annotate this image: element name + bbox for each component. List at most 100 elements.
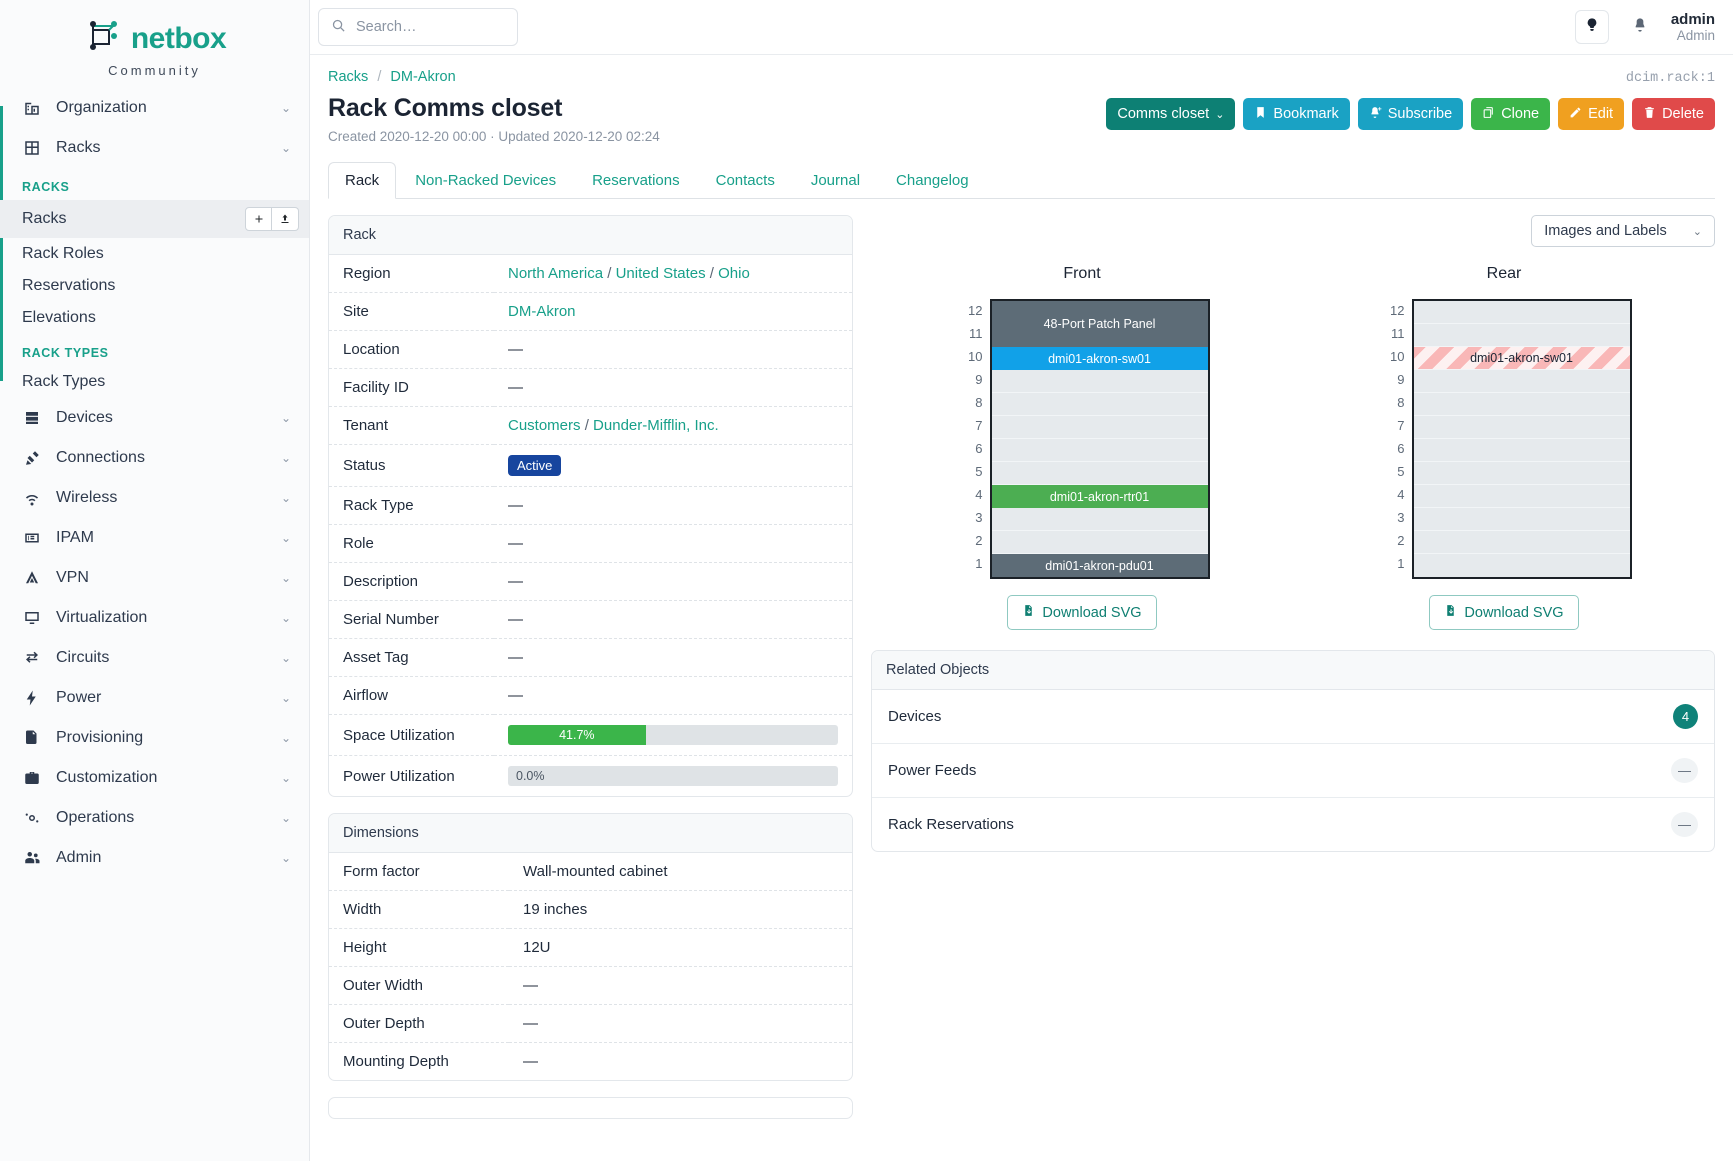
- delete-button[interactable]: Delete: [1632, 98, 1715, 130]
- region-link-united-states[interactable]: United States: [615, 265, 706, 282]
- comms-closet-dropdown-button[interactable]: Comms closet ⌄: [1106, 98, 1236, 130]
- rack-unit-empty[interactable]: [1413, 324, 1630, 347]
- table-row: Space Utilization 41.7%: [329, 715, 852, 756]
- rack-unit-empty[interactable]: [1413, 485, 1630, 508]
- import-racks-button[interactable]: [272, 207, 299, 231]
- region-link-ohio[interactable]: Ohio: [718, 265, 750, 282]
- wireless-icon: [22, 488, 42, 508]
- sidebar-group-customization[interactable]: Customization ⌄: [0, 758, 309, 798]
- sidebar-group-connections[interactable]: Connections ⌄: [0, 438, 309, 478]
- rack-unit-empty[interactable]: [991, 416, 1208, 439]
- row-label: Form factor: [343, 863, 420, 880]
- unit-number: 9: [1397, 372, 1405, 387]
- tab-changelog[interactable]: Changelog: [896, 172, 969, 189]
- search-input[interactable]: Search…: [318, 8, 518, 46]
- tab-non-racked-devices[interactable]: Non-Racked Devices: [415, 172, 557, 189]
- sidebar-group-wireless[interactable]: Wireless ⌄: [0, 478, 309, 518]
- row-label: Airflow: [343, 687, 389, 704]
- sidebar-group-label: Virtualization: [56, 609, 148, 626]
- add-rack-button[interactable]: [245, 207, 272, 231]
- notifications-button[interactable]: [1623, 10, 1657, 44]
- pencil-icon: [1569, 106, 1582, 123]
- sidebar-group-circuits[interactable]: Circuits ⌄: [0, 638, 309, 678]
- subscribe-button[interactable]: Subscribe: [1357, 98, 1464, 130]
- sidebar-group-vpn[interactable]: VPN ⌄: [0, 558, 309, 598]
- related-object-power-feeds[interactable]: Power Feeds —: [872, 744, 1714, 798]
- tenant-link-customers[interactable]: Customers: [508, 417, 581, 434]
- sidebar-item-rack-roles[interactable]: Rack Roles: [0, 238, 309, 270]
- sidebar-item-racks[interactable]: Racks: [0, 200, 309, 238]
- breadcrumb-item-racks[interactable]: Racks: [328, 69, 369, 85]
- site-link-dm-akron[interactable]: DM-Akron: [508, 303, 576, 320]
- rack-device-rear-sw01[interactable]: dmi01-akron-sw01: [1413, 347, 1630, 370]
- tab-reservations[interactable]: Reservations: [592, 172, 680, 189]
- rack-unit-empty[interactable]: [991, 531, 1208, 554]
- row-value: 0.0%: [494, 756, 852, 797]
- row-label: Space Utilization: [343, 726, 455, 744]
- rack-unit-empty[interactable]: [1413, 301, 1630, 324]
- file-download-icon: [1022, 604, 1035, 621]
- chevron-down-icon: ⌄: [280, 491, 291, 505]
- rack-unit-empty[interactable]: [1413, 370, 1630, 393]
- clone-button[interactable]: Clone: [1471, 98, 1551, 130]
- sidebar-item-rack-types[interactable]: Rack Types: [0, 366, 309, 398]
- table-row: Asset Tag —: [329, 639, 852, 677]
- download-svg-front-button[interactable]: Download SVG: [1007, 595, 1157, 630]
- unit-number: 12: [1390, 303, 1405, 318]
- rack-unit-empty[interactable]: [1413, 393, 1630, 416]
- admin-icon: [22, 848, 42, 868]
- rack-device-patch-panel[interactable]: 48-Port Patch Panel: [991, 301, 1208, 347]
- breadcrumb-item-dm-akron[interactable]: DM-Akron: [390, 69, 456, 85]
- rack-unit-empty[interactable]: [991, 439, 1208, 462]
- table-row: Height 12U: [329, 929, 852, 967]
- rack-unit-empty[interactable]: [991, 370, 1208, 393]
- breadcrumb-separator: /: [377, 69, 382, 85]
- sidebar-group-devices[interactable]: Devices ⌄: [0, 398, 309, 438]
- related-object-rack-reservations[interactable]: Rack Reservations —: [872, 798, 1714, 851]
- sidebar-item-elevations[interactable]: Elevations: [0, 302, 309, 334]
- rack-device-sw01[interactable]: dmi01-akron-sw01: [991, 347, 1208, 370]
- user-menu[interactable]: admin Admin: [1671, 11, 1715, 44]
- sidebar-group-operations[interactable]: Operations ⌄: [0, 798, 309, 838]
- rack-device-rtr01[interactable]: dmi01-akron-rtr01: [991, 485, 1208, 508]
- edit-button[interactable]: Edit: [1558, 98, 1625, 130]
- rack-unit-empty[interactable]: [1413, 531, 1630, 554]
- rack-device-pdu01[interactable]: dmi01-akron-pdu01: [991, 554, 1208, 577]
- bookmark-button[interactable]: Bookmark: [1243, 98, 1350, 130]
- tenant-link-dunder-mifflin[interactable]: Dunder-Mifflin, Inc.: [593, 417, 719, 434]
- unit-number: 7: [1397, 418, 1405, 433]
- sidebar-group-power[interactable]: Power ⌄: [0, 678, 309, 718]
- rack-unit-empty[interactable]: [1413, 462, 1630, 485]
- brand-block[interactable]: netbox Community: [0, 0, 309, 88]
- sidebar-group-label: Circuits: [56, 649, 110, 666]
- rack-unit-empty[interactable]: [991, 393, 1208, 416]
- theme-toggle-button[interactable]: [1574, 10, 1609, 44]
- sidebar-group-provisioning[interactable]: Provisioning ⌄: [0, 718, 309, 758]
- sidebar-item-reservations[interactable]: Reservations: [0, 270, 309, 302]
- rack-unit-empty[interactable]: [1413, 416, 1630, 439]
- rack-unit-empty[interactable]: [1413, 439, 1630, 462]
- related-object-devices[interactable]: Devices 4: [872, 690, 1714, 744]
- tab-rack[interactable]: Rack: [328, 162, 397, 199]
- row-label: Site: [343, 303, 369, 320]
- rack-unit-empty[interactable]: [1413, 508, 1630, 531]
- region-link-north-america[interactable]: North America: [508, 265, 604, 282]
- download-svg-rear-button[interactable]: Download SVG: [1429, 595, 1579, 630]
- unit-number: 4: [975, 487, 983, 502]
- table-row: Region North America / United States / O…: [329, 255, 852, 293]
- sidebar-group-racks[interactable]: Racks ⌄: [0, 128, 309, 168]
- sidebar-group-ipam[interactable]: IPAM ⌄: [0, 518, 309, 558]
- tab-contacts[interactable]: Contacts: [715, 172, 775, 189]
- elevation-display-select[interactable]: Images and Labels ⌄: [1531, 215, 1715, 247]
- sidebar-group-virtualization[interactable]: Virtualization ⌄: [0, 598, 309, 638]
- rack-unit-empty[interactable]: [1413, 554, 1630, 577]
- sidebar-group-organization[interactable]: Organization ⌄: [0, 88, 309, 128]
- chevron-down-icon: ⌄: [280, 771, 291, 785]
- row-value: Customers / Dunder-Mifflin, Inc.: [494, 407, 852, 445]
- rack-unit-empty[interactable]: [991, 462, 1208, 485]
- rack-unit-empty[interactable]: [991, 508, 1208, 531]
- sidebar-group-label: Racks: [56, 139, 101, 156]
- tab-journal[interactable]: Journal: [810, 172, 861, 189]
- sidebar-group-admin[interactable]: Admin ⌄: [0, 838, 309, 878]
- file-download-icon: [1444, 604, 1457, 621]
